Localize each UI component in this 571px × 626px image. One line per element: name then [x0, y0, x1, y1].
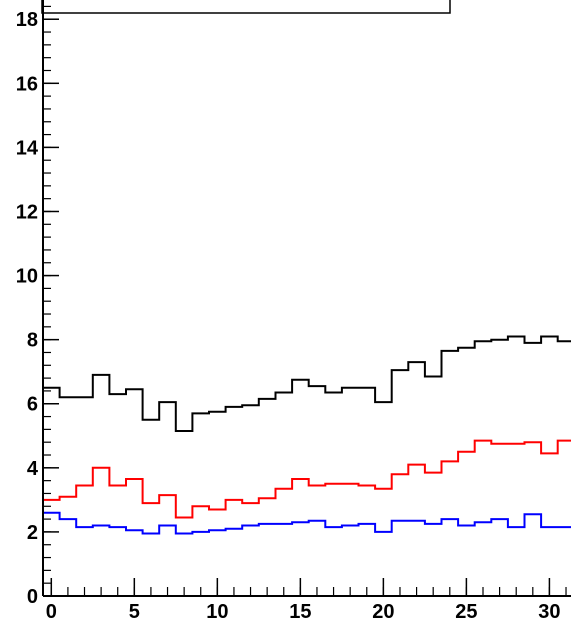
- x-tick-label: 20: [372, 601, 394, 623]
- y-tick-label: 16: [16, 73, 38, 95]
- x-tick-label: 0: [46, 601, 57, 623]
- x-tick-label: 30: [538, 601, 560, 623]
- y-tick-label: 4: [27, 458, 39, 480]
- x-tick-label: 15: [289, 601, 311, 623]
- axes: 0 2 4 6 8 10 12 14 16 18 0 5 10 15 20 25 30: [16, 0, 571, 623]
- series-line-3: [43, 511, 571, 535]
- y-tick-label: 0: [27, 586, 38, 608]
- y-tick-label: 10: [16, 266, 38, 288]
- series-line-1: [43, 335, 571, 432]
- legend-box: [41, 0, 451, 14]
- series-layer: [43, 335, 571, 535]
- x-tick-label: 5: [129, 601, 140, 623]
- series-line-2: [43, 439, 571, 519]
- y-tick-label: 14: [16, 137, 39, 159]
- y-tick-label: 2: [27, 522, 38, 544]
- y-tick-label: 6: [27, 394, 38, 416]
- y-tick-label: 8: [27, 330, 38, 352]
- y-tick-label: 18: [16, 9, 38, 31]
- x-tick-label: 10: [206, 601, 228, 623]
- x-tick-label: 25: [455, 601, 477, 623]
- y-tick-label: 12: [16, 201, 38, 223]
